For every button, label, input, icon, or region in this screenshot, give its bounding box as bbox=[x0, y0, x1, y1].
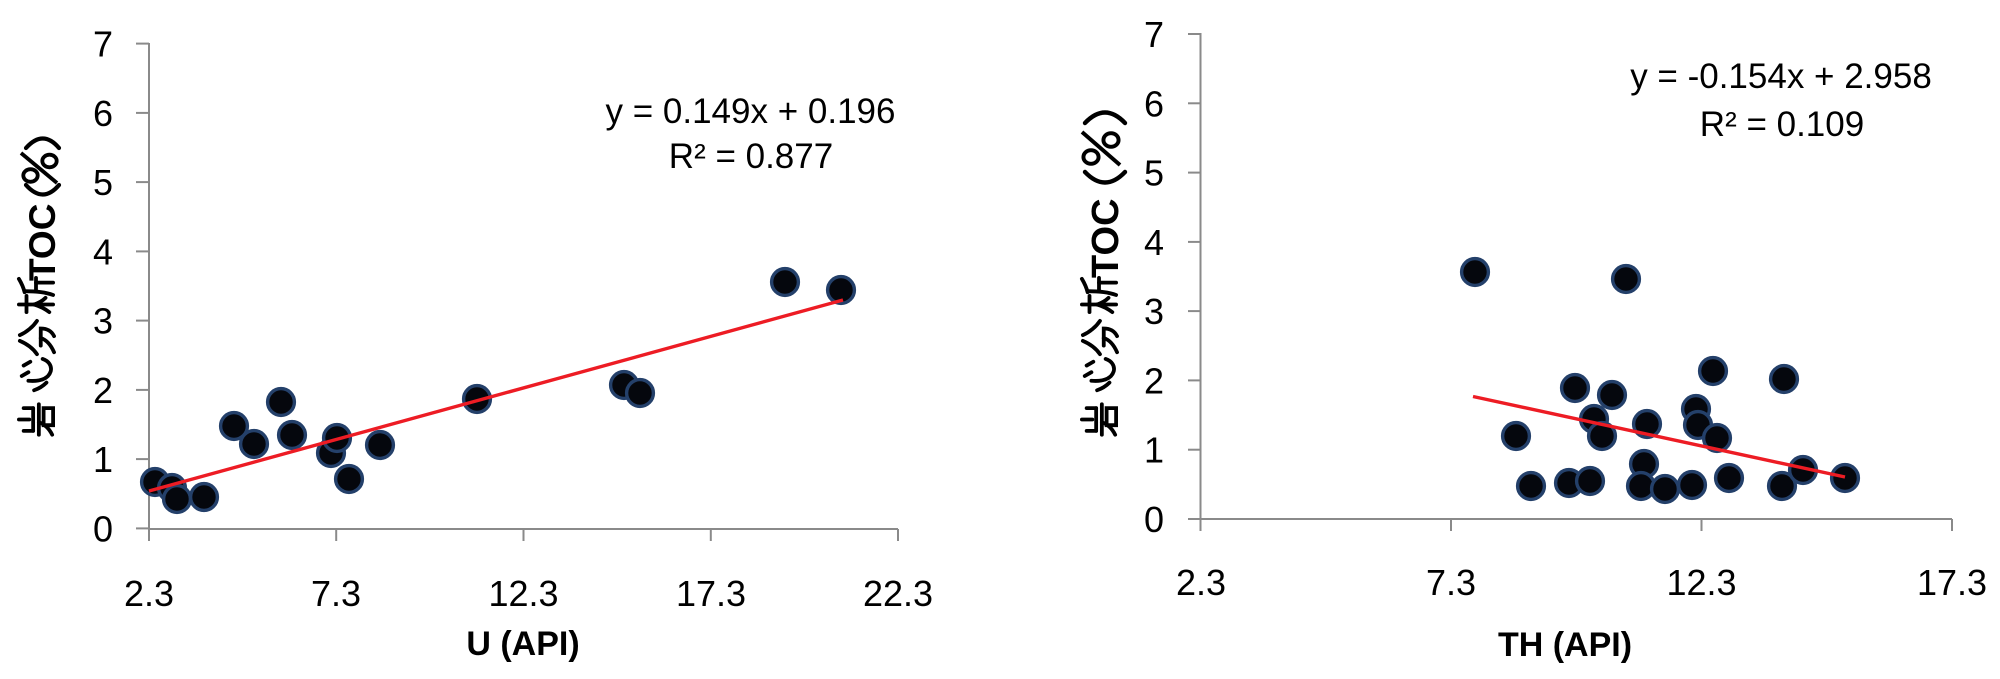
svg-text:7: 7 bbox=[1144, 14, 1164, 55]
svg-text:2.3: 2.3 bbox=[1176, 562, 1226, 603]
svg-text:7.3: 7.3 bbox=[311, 573, 361, 614]
svg-text:R² = 0.877: R² = 0.877 bbox=[669, 137, 833, 176]
svg-text:17.3: 17.3 bbox=[1917, 562, 1987, 603]
svg-text:3: 3 bbox=[93, 301, 113, 342]
svg-text:TOC: TOC bbox=[22, 204, 63, 281]
svg-text:7.3: 7.3 bbox=[1426, 562, 1476, 603]
svg-text:4: 4 bbox=[93, 231, 113, 272]
svg-text:0: 0 bbox=[93, 508, 113, 549]
svg-text:5: 5 bbox=[1144, 153, 1164, 194]
svg-text:R² = 0.109: R² = 0.109 bbox=[1700, 105, 1864, 144]
svg-text:y = 0.149x + 0.196: y = 0.149x + 0.196 bbox=[606, 92, 896, 131]
svg-text:12.3: 12.3 bbox=[1666, 562, 1736, 603]
svg-text:4: 4 bbox=[1144, 222, 1164, 263]
svg-text:22.3: 22.3 bbox=[863, 573, 933, 614]
svg-text:12.3: 12.3 bbox=[488, 573, 558, 614]
svg-text:2: 2 bbox=[1144, 360, 1164, 401]
svg-text:3: 3 bbox=[1144, 291, 1164, 332]
svg-text:U (API): U (API) bbox=[466, 625, 579, 663]
svg-text:y = -0.154x + 2.958: y = -0.154x + 2.958 bbox=[1630, 57, 1932, 96]
svg-text:1: 1 bbox=[1144, 430, 1164, 471]
svg-text:6: 6 bbox=[1144, 83, 1164, 124]
svg-text:17.3: 17.3 bbox=[676, 573, 746, 614]
svg-text:2: 2 bbox=[93, 370, 113, 411]
svg-text:6: 6 bbox=[93, 93, 113, 134]
svg-text:1: 1 bbox=[93, 439, 113, 480]
svg-text:2.3: 2.3 bbox=[124, 573, 174, 614]
svg-text:TH (API): TH (API) bbox=[1498, 626, 1632, 664]
svg-text:TOC: TOC bbox=[1085, 198, 1127, 278]
svg-text:5: 5 bbox=[93, 162, 113, 203]
svg-text:7: 7 bbox=[93, 24, 113, 65]
svg-text:0: 0 bbox=[1144, 499, 1164, 540]
